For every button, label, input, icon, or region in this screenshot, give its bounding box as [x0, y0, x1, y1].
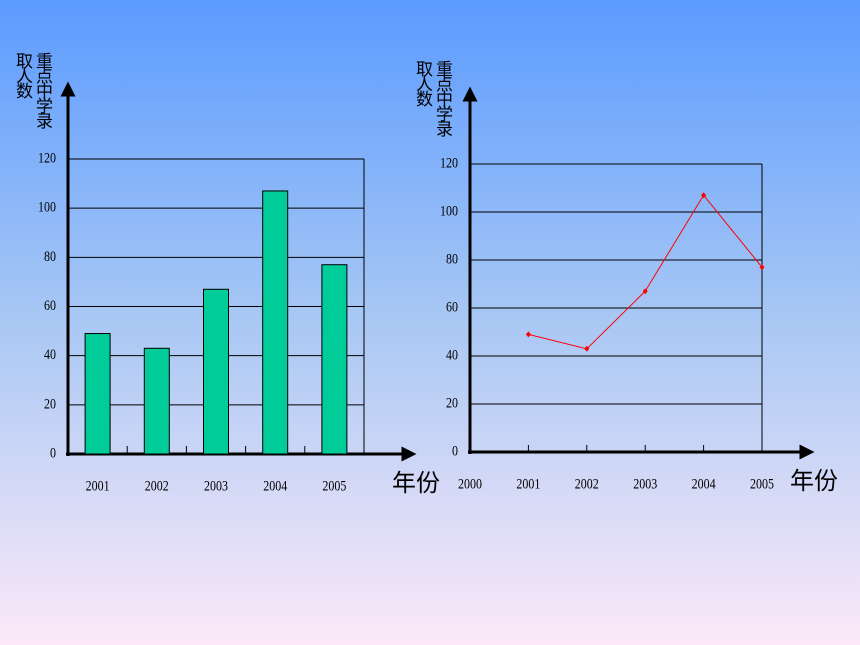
y-tick-label: 20: [44, 395, 56, 412]
point: [525, 331, 531, 338]
y-tick-label: 0: [452, 442, 458, 459]
y-tick-label: 100: [38, 198, 56, 215]
y-axis-label: 重点中学录取人数: [12, 52, 52, 127]
x-tick-label: 2002: [575, 475, 599, 492]
x-tick-label: 2003: [633, 475, 657, 492]
x-axis-label: 年份: [790, 467, 838, 495]
y-axis-label: 重点中学录取人数: [412, 60, 452, 135]
point: [642, 288, 648, 295]
x-tick-label: 2005: [750, 475, 774, 492]
bar: [321, 264, 348, 455]
point: [759, 264, 765, 271]
bar: [84, 333, 111, 455]
x-tick-label: 2005: [322, 477, 346, 494]
y-tick-label: 80: [44, 248, 56, 265]
y-tick-label: 0: [50, 444, 56, 461]
x-axis-label: 年份: [392, 469, 440, 497]
line: [528, 194, 763, 350]
x-tick-label: 2003: [204, 477, 228, 494]
y-tick-label: 80: [446, 250, 458, 267]
point: [584, 345, 590, 352]
x-tick-label: 2004: [263, 477, 287, 494]
bar: [203, 288, 229, 455]
point: [701, 192, 707, 199]
y-tick-label: 40: [446, 346, 458, 363]
y-tick-label: 120: [38, 149, 56, 166]
y-tick-label: 60: [446, 298, 458, 315]
bar: [143, 347, 170, 455]
y-tick-label: 60: [44, 297, 56, 314]
x-tick-label: 2004: [692, 475, 716, 492]
bar: [262, 190, 289, 455]
x-tick-label: 2001: [86, 477, 110, 494]
y-tick-label: 120: [440, 154, 458, 171]
x-tick-label: 2001: [516, 475, 540, 492]
y-tick-label: 100: [440, 202, 458, 219]
x-tick-label: 2000: [458, 475, 482, 492]
x-tick-label: 2002: [145, 477, 169, 494]
y-tick-label: 40: [44, 346, 56, 363]
y-tick-label: 20: [446, 394, 458, 411]
